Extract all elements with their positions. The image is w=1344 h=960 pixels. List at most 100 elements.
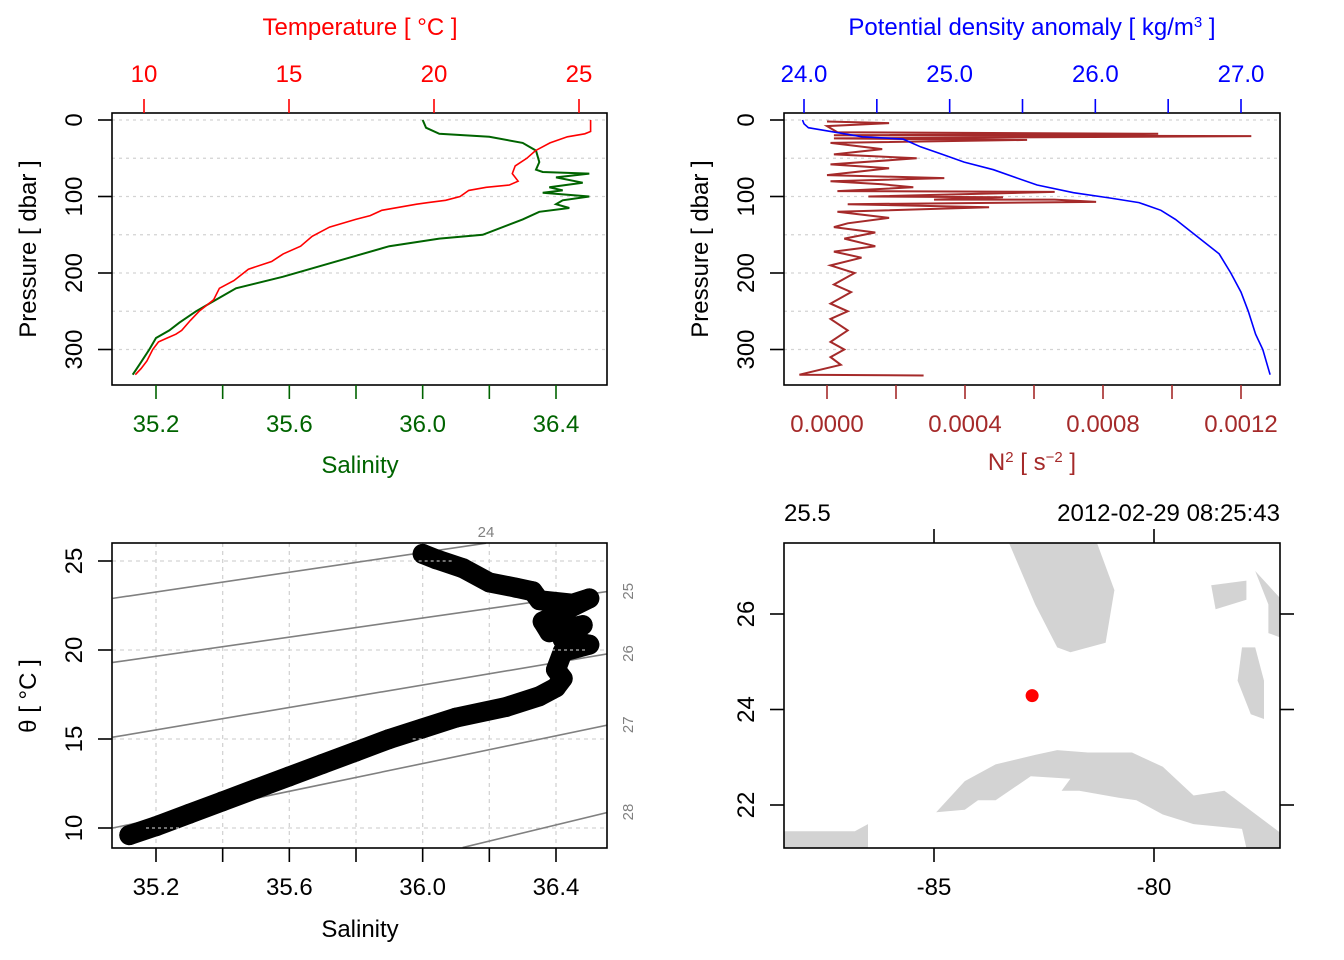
p4-land-bahamas-north — [1211, 580, 1247, 610]
panel-ts-diagram: 35.2 35.6 36.0 36.4 10 15 20 25 24 25 26 27 28 Sali… — [15, 524, 637, 943]
p4-axes: -85 -80 22 24 26 — [733, 529, 1294, 901]
p3-ts-point — [412, 718, 433, 739]
p3-ts-point — [579, 588, 600, 609]
p1-y-axis-tick-label: 0 — [61, 113, 88, 126]
p3-ts-point — [279, 766, 300, 787]
p3-ts-point — [546, 677, 566, 698]
panel-temperature-salinity-profile: 10 15 20 25 35.2 35.6 36.0 36.4 0 100 200 300 Tempe… — [15, 14, 608, 479]
p3-isopycnal-label: 27 — [620, 716, 637, 733]
p3-y-axis-title: θ [ °C ] — [15, 659, 42, 733]
p3-isopycnal-line — [462, 811, 607, 848]
p3-x-axis-title: Salinity — [321, 916, 398, 943]
p4-land — [784, 543, 1280, 848]
p1-plot-frame — [111, 112, 608, 386]
p3-x-axis-tick-label: 36.0 — [399, 874, 446, 901]
p3-y-axis-tick-label: 15 — [61, 726, 88, 753]
p4-land-florida — [1009, 543, 1115, 653]
p3-isopycnal-line — [112, 590, 607, 664]
p3-points — [119, 543, 600, 846]
p4-land-yucatan — [784, 824, 868, 848]
p4-x-axis-tick-label: -85 — [917, 874, 952, 901]
p3-x-axis-tick-label: 35.2 — [133, 874, 180, 901]
p3-y-axis-tick-label: 25 — [61, 548, 88, 575]
p3-ts-point — [562, 593, 583, 614]
p3-axes: 35.2 35.6 36.0 36.4 10 15 20 25 — [61, 548, 579, 901]
p4-y-axis-tick-label: 26 — [733, 601, 760, 628]
p4-land-bahamas-east — [1255, 571, 1280, 638]
p2-bottom-axis-tick-label: 0.0000 — [790, 411, 863, 438]
p1-bottom-axis-tick-label: 36.4 — [533, 411, 580, 438]
p2-bottom-axis-tick-label: 0.0008 — [1066, 411, 1139, 438]
p3-ts-point — [529, 686, 550, 707]
p3-ts-point — [426, 549, 446, 570]
p2-top-axis-tick-label: 25.0 — [926, 61, 973, 88]
p4-x-axis-tick-label: -80 — [1137, 874, 1172, 901]
p3-isopycnal-line — [112, 653, 607, 739]
p2-y-axis-tick-label: 200 — [733, 253, 760, 293]
p3-x-axis-tick-label: 36.4 — [533, 874, 580, 901]
p1-y-axis-title: Pressure [ dbar ] — [15, 160, 42, 337]
p3-ts-point — [572, 615, 593, 636]
p2-top-axis-tick-label: 24.0 — [781, 61, 828, 88]
p1-series — [131, 119, 592, 376]
panel-station-map: -85 -80 22 24 26 25.5 2012-02-29 08:25:43 — [733, 500, 1294, 901]
p3-ts-point — [529, 590, 550, 611]
p4-top-right-label: 2012-02-29 08:25:43 — [1057, 500, 1280, 527]
p3-ts-point — [246, 778, 266, 799]
p3-ts-point — [506, 577, 526, 598]
p2-bottom-axis-tick-label: 0.0004 — [928, 411, 1001, 438]
p2-y-axis-tick-label: 0 — [733, 113, 760, 126]
p2-y-axis-tick-label: 100 — [733, 176, 760, 216]
p3-ts-point — [496, 696, 516, 717]
p2-top-axis-title: Potential density anomaly [ kg/m3 ] — [848, 14, 1215, 42]
p3-ts-point — [179, 803, 200, 824]
p3-plot-frame — [111, 542, 608, 849]
p1-bottom-axis-tick-label: 36.0 — [399, 411, 446, 438]
p2-y-axis-tick-label: 300 — [733, 329, 760, 369]
p4-y-axis-tick-label: 24 — [733, 696, 760, 723]
p1-y-axis-tick-label: 300 — [61, 329, 88, 369]
p4-land-andros — [1237, 647, 1264, 719]
p1-salinity-line — [131, 119, 590, 376]
p4-y-axis-tick-label: 22 — [733, 792, 760, 819]
p4-land-cuba — [936, 750, 1280, 848]
p1-top-axis-tick-label: 25 — [566, 61, 593, 88]
p3-ts-point — [446, 707, 466, 728]
p4-station-marker — [1025, 689, 1039, 703]
p3-isopycnal-label: 25 — [620, 583, 637, 600]
p3-ts-point — [579, 634, 600, 655]
p3-isopycnal-label: 24 — [478, 524, 495, 541]
p3-y-axis-tick-label: 10 — [61, 815, 88, 842]
panel-density-n2-profile: 24.0 25.0 26.0 27.0 0.0000 0.0004 0.0008 0.0012… — [687, 14, 1281, 476]
p3-grid-overlay — [146, 560, 586, 829]
p2-top-axis-tick-label: 27.0 — [1218, 61, 1265, 88]
p1-temperature-line — [134, 120, 592, 376]
p1-bottom-axis-title: Salinity — [321, 452, 398, 479]
p2-y-axis-title: Pressure [ dbar ] — [687, 160, 714, 337]
p1-bottom-axis-tick-label: 35.6 — [266, 411, 313, 438]
p1-bottom-axis-tick-label: 35.2 — [133, 411, 180, 438]
p1-grid — [112, 119, 607, 351]
p3-ts-point — [146, 816, 166, 837]
p3-isopycnal-label: 28 — [620, 804, 637, 821]
p1-top-axis-tick-label: 15 — [276, 61, 303, 88]
p1-y-axis-tick-label: 200 — [61, 253, 88, 293]
p3-y-axis-tick-label: 20 — [61, 637, 88, 664]
p1-y-axis-tick-label: 100 — [61, 176, 88, 216]
p3-isopycnal-label: 26 — [620, 645, 637, 662]
p3-ts-point — [119, 825, 140, 846]
p2-n2-line — [799, 120, 1252, 377]
p4-top-left-label: 25.5 — [784, 500, 831, 527]
p1-top-axis-tick-label: 10 — [131, 61, 158, 88]
p4-plot-frame — [783, 542, 1281, 849]
p1-top-axis-title: Temperature [ °C ] — [263, 14, 458, 41]
p1-top-axis-tick-label: 20 — [421, 61, 448, 88]
p3-ts-point — [479, 572, 500, 593]
p3-ts-point — [452, 558, 473, 579]
p2-plot-frame — [783, 112, 1281, 386]
p2-bottom-axis-tick-label: 0.0012 — [1204, 411, 1277, 438]
p3-ts-point — [552, 641, 573, 662]
p2-series — [799, 119, 1271, 377]
p3-ts-point — [312, 753, 333, 774]
